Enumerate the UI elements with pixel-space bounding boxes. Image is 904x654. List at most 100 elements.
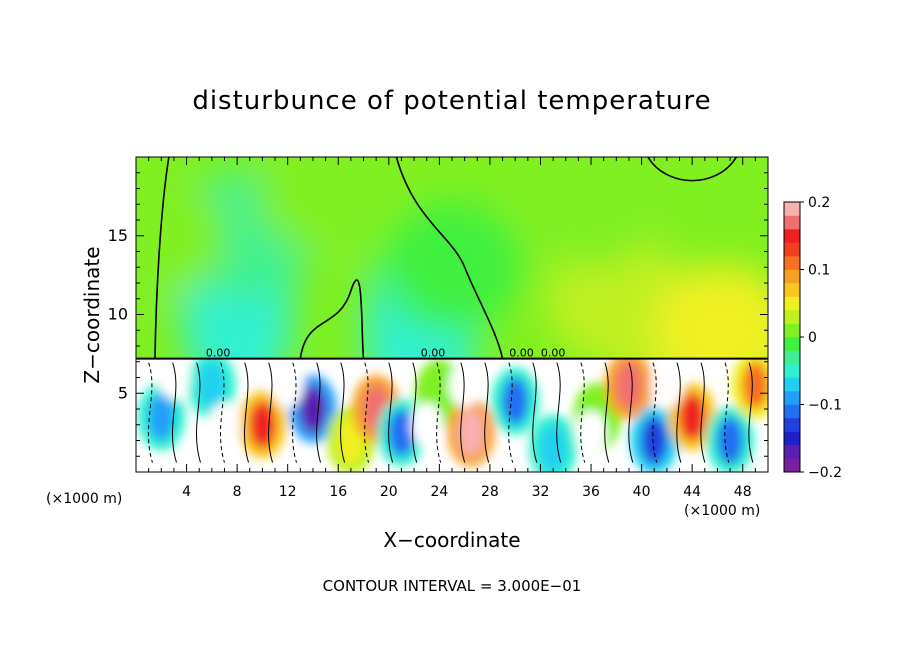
contour-zero-left [154, 156, 170, 359]
lower-anomaly-inner-9 [502, 377, 529, 425]
lower-contour-5 [268, 362, 273, 463]
upper-field [136, 157, 768, 359]
lower-anomaly-inner-16 [742, 361, 768, 410]
upper-anomaly-6-1 [653, 265, 768, 359]
x-tick-label-2: 12 [279, 484, 297, 500]
x-tick-label-7: 32 [532, 484, 550, 500]
contour-lines: 0.00 0.00 0.00 0.00 [136, 156, 768, 463]
colorbar-swatch-5 [784, 391, 800, 405]
colorbar-swatch-18 [784, 215, 800, 230]
lower-contour-3 [220, 362, 225, 463]
upper-anomaly-9-1 [136, 170, 225, 301]
lower-contour-14 [484, 362, 490, 463]
lower-contour-23 [700, 362, 706, 463]
colorbar-swatch-3 [784, 418, 800, 432]
lower-contour-17 [556, 362, 562, 463]
lower-contour-24 [724, 362, 730, 463]
lower-contour-6 [292, 362, 298, 463]
lower-neutral-3 [448, 363, 481, 408]
colorbar-swatch-9 [784, 337, 800, 351]
lower-contour-8 [340, 362, 346, 463]
x-axis-label: X−coordinate [383, 528, 521, 552]
colorbar-swatch-19 [784, 202, 800, 216]
upper-anomaly-8-1 [255, 157, 396, 254]
lower-neutral-4 [575, 410, 608, 455]
lower-contour-12 [436, 362, 442, 463]
lower-anomaly-inner-3 [299, 385, 327, 433]
lower-neutral-6 [157, 358, 190, 400]
colorbar-swatch-17 [784, 229, 800, 243]
lower-contour-25 [748, 362, 754, 463]
colorbar-swatch-15 [784, 256, 800, 270]
x-tick-label-3: 16 [329, 484, 347, 500]
x-tick-label-5: 24 [430, 484, 448, 500]
upper-anomaly-7-1 [521, 157, 662, 270]
lower-anomaly-inner-1 [198, 361, 226, 410]
lower-contour-9 [364, 362, 370, 463]
lower-contour-15 [508, 362, 514, 463]
contour-zero-hill [299, 279, 365, 359]
chart-title: disturbunce of potential temperature [192, 86, 712, 116]
colorbar-swatch-1 [784, 445, 800, 459]
lower-contour-19 [604, 362, 610, 463]
contour-label-2: 0.00 [509, 347, 534, 360]
upper-anomaly-3-1 [382, 202, 522, 333]
colorbar-label-0: −0.2 [808, 465, 842, 481]
contour-interval-note: CONTOUR INTERVAL = 3.000E−01 [322, 577, 582, 595]
y-tick-label-0: 5 [118, 383, 128, 402]
x-tick-label-9: 40 [633, 484, 651, 500]
x-unit-left: (×1000 m) [46, 491, 123, 507]
contour-label-3: 0.00 [541, 347, 566, 360]
colorbar-swatch-16 [784, 242, 800, 257]
colorbar-swatch-13 [784, 283, 800, 297]
colorbar-label-1: −0.1 [808, 398, 842, 414]
lower-neutral-0 [208, 402, 241, 447]
lower-anomaly-inner-2 [249, 400, 276, 449]
contour-zero-mid [395, 156, 504, 359]
lower-contour-4 [244, 362, 249, 463]
x-tick-label-1: 8 [233, 484, 242, 500]
lower-anomaly-inner-15 [716, 416, 744, 465]
lower-contour-16 [532, 362, 538, 463]
lower-contour-7 [316, 362, 322, 463]
colorbar-swatch-7 [784, 364, 800, 378]
contour-label-1: 0.00 [421, 347, 446, 360]
colorbar-swatch-8 [784, 350, 800, 365]
colorbar-swatch-11 [784, 310, 800, 324]
lower-contour-18 [580, 362, 586, 463]
lower-contour-10 [388, 362, 394, 463]
lower-neutral-1 [271, 363, 304, 408]
colorbar-label-4: 0.2 [808, 195, 830, 211]
lower-field [136, 358, 768, 473]
lower-anomaly-inner-10 [539, 424, 567, 473]
lower-contour-22 [676, 362, 682, 463]
lower-contour-11 [412, 362, 418, 463]
lower-anomaly-inner-0 [148, 393, 175, 441]
colorbar-swatch-10 [784, 323, 800, 338]
colorbar-swatch-12 [784, 296, 800, 311]
colorbar-swatch-4 [784, 404, 800, 419]
lower-contour-13 [460, 362, 466, 463]
lower-anomaly-inner-13 [641, 416, 668, 465]
y-tick-label-1: 10 [108, 305, 128, 324]
colorbar: −0.2 −0.1 0 0.1 0.2 [783, 195, 842, 481]
x-tick-label-6: 28 [481, 484, 499, 500]
y-axis-label: Z−coordinate [80, 246, 104, 384]
lower-anomaly-inner-14 [678, 393, 706, 441]
lower-neutral-2 [410, 402, 443, 447]
lower-anomaly-inner-6 [388, 408, 415, 457]
lower-contour-20 [628, 362, 634, 463]
contour-zero-top [647, 156, 738, 182]
x-tick-label-8: 36 [582, 484, 600, 500]
lower-anomaly-inner-12 [615, 361, 643, 410]
colorbar-swatch-14 [784, 269, 800, 284]
contour-label-0: 0.00 [206, 347, 231, 360]
lower-contour-0 [147, 362, 153, 463]
x-tick-label-0: 4 [182, 484, 191, 500]
x-unit-right: (×1000 m) [684, 503, 761, 519]
colorbar-swatch-0 [784, 458, 800, 473]
colorbar-swatch-6 [784, 377, 800, 392]
colorbar-swatch-2 [784, 431, 800, 446]
